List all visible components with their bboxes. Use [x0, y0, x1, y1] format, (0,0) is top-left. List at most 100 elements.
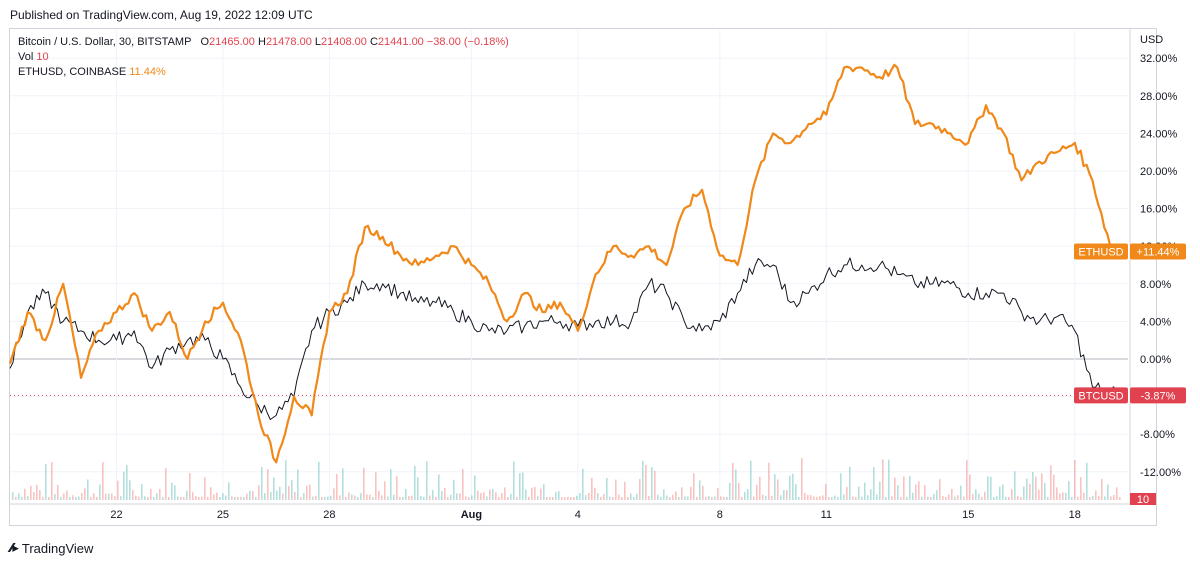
- volume-bar: [144, 496, 146, 500]
- badge-value-btcusd: [1130, 387, 1186, 404]
- volume-bar: [111, 493, 113, 500]
- volume-bar: [723, 496, 725, 500]
- volume-bar: [117, 480, 119, 500]
- volume-bar: [771, 495, 773, 500]
- volume-bar: [1098, 496, 1100, 500]
- legend-compare-symbol[interactable]: ETHUSD, COINBASE: [18, 66, 127, 78]
- tradingview-logo[interactable]: ⁄⁄▸ TradingView: [10, 540, 93, 556]
- volume-bar: [735, 469, 737, 500]
- volume-bar: [1005, 496, 1007, 500]
- volume-bar: [858, 486, 860, 500]
- volume-bar: [171, 482, 173, 500]
- y-tick-label: 16.00%: [1140, 204, 1178, 216]
- volume-bar: [912, 492, 914, 500]
- volume-bar: [1062, 492, 1064, 500]
- volume-bar: [696, 496, 698, 500]
- volume-bar: [387, 496, 389, 500]
- volume-bar: [93, 493, 95, 500]
- volume-bar: [702, 485, 704, 500]
- volume-bar: [810, 495, 812, 500]
- volume-bar: [471, 495, 473, 500]
- volume-bar: [237, 496, 239, 500]
- volume-bar: [648, 495, 650, 500]
- volume-bar: [708, 495, 710, 500]
- volume-bar: [48, 496, 50, 500]
- volume-bar: [540, 488, 542, 500]
- badge-value-text: -3.87%: [1141, 390, 1176, 402]
- volume-bar: [105, 493, 107, 500]
- volume-bar: [411, 495, 413, 500]
- volume-bar: [420, 496, 422, 500]
- volume-bar: [951, 488, 953, 500]
- volume-bar: [390, 469, 392, 500]
- volume-bar: [630, 493, 632, 500]
- y-tick-label: 28.00%: [1140, 91, 1178, 103]
- volume-bar: [309, 484, 311, 500]
- volume-bar: [558, 491, 560, 500]
- volume-bar: [1065, 492, 1067, 500]
- volume-bar: [939, 479, 941, 500]
- volume-bar: [456, 493, 458, 500]
- volume-bar: [690, 486, 692, 500]
- volume-bar: [1071, 496, 1073, 500]
- volume-bar: [573, 496, 575, 500]
- volume-bar: [165, 468, 167, 500]
- volume-bar: [807, 494, 809, 500]
- volume-bar: [18, 493, 20, 500]
- volume-bar: [1020, 496, 1022, 500]
- tradingview-logo-icon: ⁄⁄▸: [10, 540, 19, 555]
- volume-bar: [591, 477, 593, 500]
- volume-bar: [618, 494, 620, 500]
- volume-bar: [726, 496, 728, 500]
- legend-vol-label[interactable]: Vol: [18, 51, 34, 63]
- volume-bar: [669, 496, 671, 500]
- volume-bar: [159, 488, 161, 500]
- volume-bar: [138, 496, 140, 500]
- volume-bar: [1047, 496, 1049, 500]
- y-tick-label: -12.00%: [1140, 467, 1181, 479]
- chart-frame[interactable]: [9, 28, 1157, 526]
- volume-bar: [975, 489, 977, 500]
- volume-bar: [351, 494, 353, 500]
- volume-bar: [750, 460, 752, 500]
- volume-bar: [453, 479, 455, 500]
- volume-bar: [627, 496, 629, 500]
- volume-bar: [1023, 486, 1025, 500]
- volume-bar: [1080, 477, 1082, 500]
- volume-bar: [792, 473, 794, 500]
- volume-bar: [291, 480, 293, 500]
- volume-bar: [873, 467, 875, 500]
- volume-bar: [915, 484, 917, 500]
- volume-bar: [132, 490, 134, 500]
- volume-bar: [381, 495, 383, 500]
- volume-bar: [267, 469, 269, 500]
- volume-bar: [774, 474, 776, 500]
- volume-bar: [795, 484, 797, 500]
- volume-bar: [816, 496, 818, 500]
- volume-bar: [999, 486, 1001, 500]
- legend-symbol[interactable]: Bitcoin / U.S. Dollar, 30, BITSTAMP: [18, 36, 192, 48]
- legend-close-label: C: [369, 36, 378, 48]
- volume-bar: [12, 492, 14, 500]
- volume-bar: [711, 496, 713, 500]
- volume-bar: [318, 461, 320, 500]
- volume-bar: [543, 484, 545, 500]
- volume-bar: [675, 491, 677, 500]
- volume-bar: [705, 496, 707, 500]
- volume-bar: [966, 460, 968, 500]
- volume-bar: [765, 495, 767, 500]
- volume-bar: [528, 496, 530, 500]
- volume-bar: [342, 468, 344, 500]
- volume-bar: [294, 491, 296, 500]
- volume-bar: [345, 496, 347, 500]
- volume-bar: [288, 485, 290, 500]
- volume-bar: [483, 492, 485, 500]
- volume-bar: [339, 495, 341, 500]
- volume-bar: [306, 485, 308, 500]
- volume-bar: [1092, 496, 1094, 500]
- volume-bar: [579, 493, 581, 500]
- volume-bar: [243, 496, 245, 500]
- volume-bar: [918, 481, 920, 500]
- volume-bar: [417, 477, 419, 500]
